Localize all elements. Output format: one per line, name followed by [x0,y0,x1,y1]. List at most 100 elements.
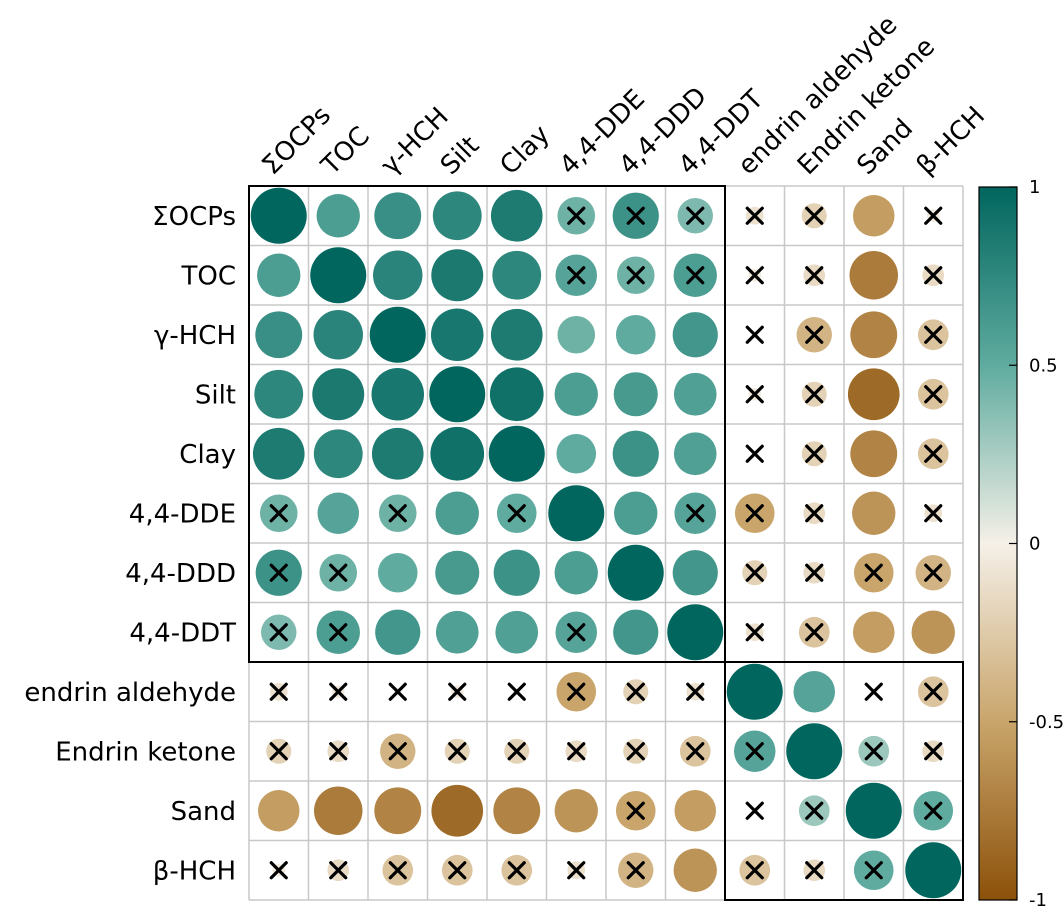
row-label-hch: γ-HCH [154,321,236,351]
cross-stroke-b [745,623,764,642]
row-label-toc: TOC [180,261,236,291]
nonsignificant-cross-icon [269,861,288,880]
cross-stroke-b [745,801,764,820]
nonsignificant-cross-icon [745,325,764,344]
corr-circle-ocps-hch [374,192,422,240]
nonsignificant-cross-icon [745,444,764,463]
row-label-4-4-dde: 4,4-DDE [129,499,236,529]
nonsignificant-cross-icon [745,504,764,523]
cross-stroke-b [269,682,288,701]
row-label-silt: Silt [195,380,236,410]
colorbar-tick-label: 0.5 [1029,355,1058,376]
nonsignificant-cross-icon [686,742,705,761]
nonsignificant-cross-icon [388,504,407,523]
corr-circle-ocps-ocps [250,187,307,244]
cross-stroke-b [626,861,645,880]
nonsignificant-cross-icon [805,266,824,285]
cross-stroke-b [805,623,824,642]
cross-stroke-b [864,742,883,761]
corr-circle-silt-toc [312,368,365,421]
cross-stroke-b [924,563,943,582]
corr-circle-toc-sand [849,251,898,300]
cluster-box [724,661,964,901]
cross-stroke-b [924,385,943,404]
cross-stroke-b [329,742,348,761]
corr-circle-ocps-sand [852,194,895,237]
cross-stroke-b [805,504,824,523]
corr-circle-toc-ocps [257,253,301,297]
nonsignificant-cross-icon [805,861,824,880]
cross-stroke-b [388,504,407,523]
corr-circle-endrin-ketone-endrin-ketone [786,723,843,780]
cross-stroke-b [924,742,943,761]
row-label-endrin-aldehyde: endrin aldehyde [24,678,236,708]
cross-stroke-b [745,563,764,582]
cluster-box [248,185,726,663]
cross-stroke-b [626,742,645,761]
nonsignificant-cross-icon [448,742,467,761]
nonsignificant-cross-icon [686,266,705,285]
corr-circle-sand-silt [431,784,484,837]
corr-circle-silt-silt [429,366,486,423]
corr-circle-sand-4-4-dde [554,789,598,833]
nonsignificant-cross-icon [805,504,824,523]
nonsignificant-cross-icon [745,861,764,880]
row-label-sand: Sand [171,797,236,827]
corr-circle-4-4-ddt-4-4-ddd [613,609,659,655]
nonsignificant-cross-icon [507,682,526,701]
nonsignificant-cross-icon [924,206,943,225]
cross-stroke-b [507,504,526,523]
corr-circle-hch-4-4-ddt [672,312,718,358]
corr-circle-hch-clay [490,308,543,361]
nonsignificant-cross-icon [924,444,943,463]
nonsignificant-cross-icon [388,742,407,761]
nonsignificant-cross-icon [805,563,824,582]
cross-stroke-b [269,742,288,761]
cluster-boxes [248,185,964,901]
colorbar-tick-label: -0.5 [1029,712,1063,733]
cross-stroke-b [686,742,705,761]
corr-circle-clay-ocps [252,427,305,480]
cross-stroke-b [805,206,824,225]
nonsignificant-cross-icon [924,325,943,344]
cross-stroke-b [924,325,943,344]
cross-stroke-b [745,742,764,761]
nonsignificant-cross-icon [805,623,824,642]
cross-stroke-b [864,563,883,582]
corr-circle-silt-4-4-dde [554,372,598,416]
cross-stroke-b [745,385,764,404]
nonsignificant-cross-icon [329,742,348,761]
nonsignificant-cross-icon [567,206,586,225]
colorbar-tick-label: 1 [1029,177,1040,198]
corr-circle-silt-clay [489,367,544,422]
corr-circle-4-4-ddd-hch [377,552,418,593]
corr-circle-clay-toc [313,429,363,479]
nonsignificant-cross-icon [448,861,467,880]
cross-stroke-b [686,504,705,523]
cross-stroke-b [567,206,586,225]
corr-circle-ocps-silt [432,191,482,241]
corr-circle-clay-sand [850,430,898,478]
nonsignificant-cross-icon [686,504,705,523]
corr-circle-4-4-ddt-hch [911,610,955,654]
nonsignificant-cross-icon [567,742,586,761]
column-label-clay: Clay [494,120,555,181]
corr-circle-4-4-ddd-4-4-dde [554,551,598,595]
corr-circle-4-4-dde-4-4-ddd [614,491,658,535]
cross-stroke-b [745,504,764,523]
cross-stroke-b [924,801,943,820]
nonsignificant-cross-icon [745,563,764,582]
nonsignificant-cross-icon [269,563,288,582]
cross-stroke-b [805,444,824,463]
row-label-hch: β-HCH [153,856,236,886]
column-label-hch: β-HCH [911,101,991,181]
cross-stroke-b [924,682,943,701]
column-label-silt: Silt [435,131,485,181]
nonsignificant-cross-icon [269,504,288,523]
row-label-4-4-ddd: 4,4-DDD [125,559,236,589]
corr-circle-4-4-ddt-clay [495,610,539,654]
cross-stroke-b [686,206,705,225]
nonsignificant-cross-icon [329,682,348,701]
